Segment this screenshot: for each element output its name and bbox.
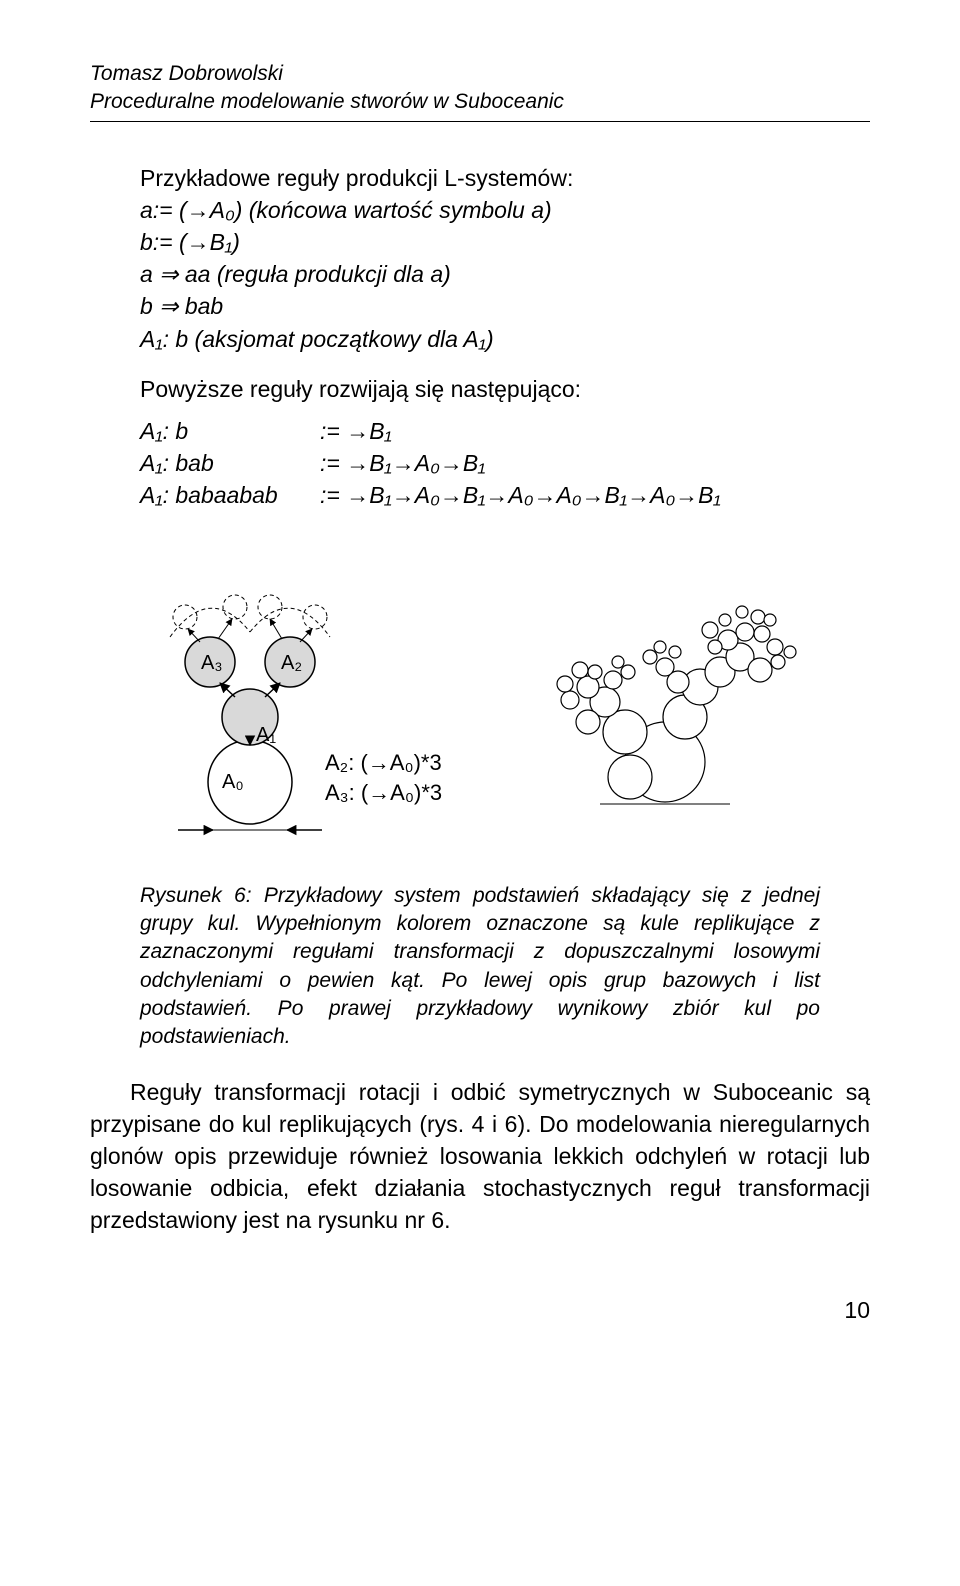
page-number: 10 xyxy=(90,1297,870,1324)
expansion-rhs: := →B₁ xyxy=(320,415,870,447)
svg-text:A₂: A₂ xyxy=(281,652,302,674)
rule-a: a ⇒ aa (reguła produkcji dla a) xyxy=(90,258,870,290)
rule-b: b ⇒ bab xyxy=(90,290,870,322)
expansion-table: A₁: b := →B₁ A₁: bab := →B₁→A₀→B₁ A₁: ba… xyxy=(90,415,870,512)
svg-text:A₂: (→A₀)*3: A₂: (→A₀)*3 xyxy=(325,750,442,775)
def-a: a:= (→A₀) (końcowa wartość symbolu a) xyxy=(90,194,870,226)
expansion-lhs: A₁: b xyxy=(140,415,320,447)
figure-row: A₀ A₁ A₂ A₃ A₂: (→A₀)*3 A₃: (→A₀)*3 xyxy=(90,552,870,852)
page-header: Tomasz Dobrowolski Proceduralne modelowa… xyxy=(90,60,870,122)
expansion-lhs: A₁: bab xyxy=(140,447,320,479)
rules-block: Przykładowe reguły produkcji L-systemów:… xyxy=(90,162,870,355)
expansion-rhs: := →B₁→A₀→B₁ xyxy=(320,447,870,479)
document-subtitle: Proceduralne modelowanie stworów w Suboc… xyxy=(90,88,870,116)
axiom: A₁: b (aksjomat początkowy dla A₁) xyxy=(90,323,870,355)
expansion-row: A₁: b := →B₁ xyxy=(90,415,870,447)
def-b: b:= (→B₁) xyxy=(90,226,870,258)
figure-caption: Rysunek 6: Przykładowy system podstawień… xyxy=(90,882,870,1052)
svg-text:A₀: A₀ xyxy=(222,771,244,793)
body-paragraph: Reguły transformacji rotacji i odbić sym… xyxy=(90,1076,870,1237)
expansion-rhs: := →B₁→A₀→B₁→A₀→A₀→B₁→A₀→B₁ xyxy=(320,479,870,511)
svg-text:A₃: A₃ xyxy=(201,652,222,674)
author-name: Tomasz Dobrowolski xyxy=(90,60,870,88)
expansion-row: A₁: bab := →B₁→A₀→B₁ xyxy=(90,447,870,479)
svg-text:A₁: A₁ xyxy=(256,724,276,746)
figure-right-diagram xyxy=(510,552,830,852)
expand-intro: Powyższe reguły rozwijają się następując… xyxy=(90,373,870,405)
figure-left-diagram: A₀ A₁ A₂ A₃ A₂: (→A₀)*3 A₃: (→A₀)*3 xyxy=(130,552,490,852)
intro-line: Przykładowe reguły produkcji L-systemów: xyxy=(90,162,870,194)
expansion-lhs: A₁: babaabab xyxy=(140,479,320,511)
svg-text:A₃: (→A₀)*3: A₃: (→A₀)*3 xyxy=(325,780,442,805)
expansion-row: A₁: babaabab := →B₁→A₀→B₁→A₀→A₀→B₁→A₀→B₁ xyxy=(90,479,870,511)
